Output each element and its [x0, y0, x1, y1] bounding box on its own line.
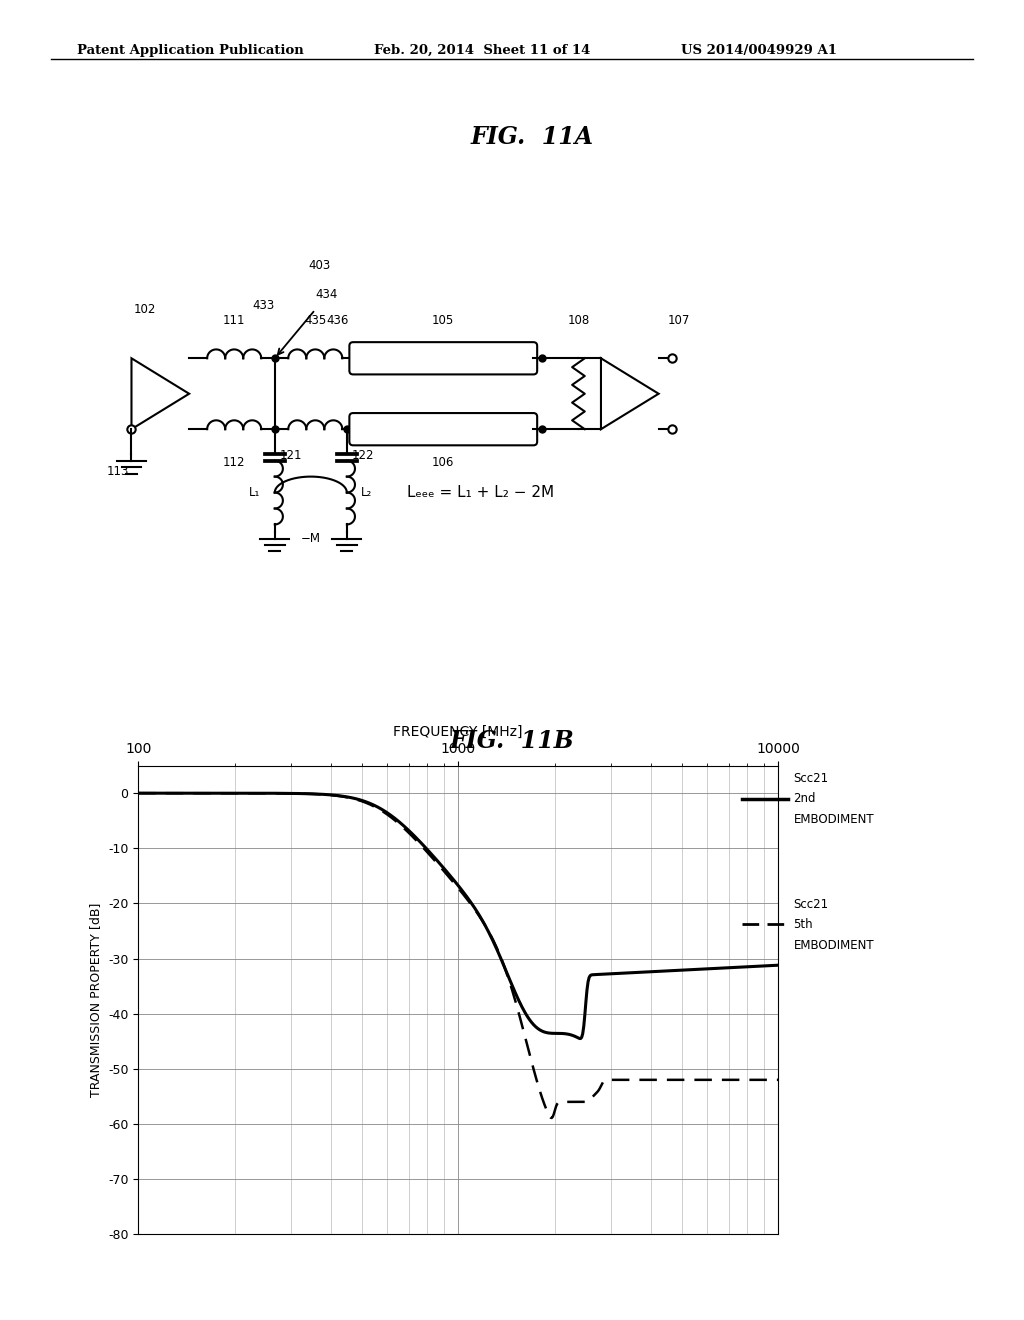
Text: −M: −M	[301, 532, 321, 545]
Text: Feb. 20, 2014  Sheet 11 of 14: Feb. 20, 2014 Sheet 11 of 14	[374, 44, 590, 57]
Text: 106: 106	[432, 457, 455, 469]
FancyBboxPatch shape	[349, 342, 538, 375]
Text: FIG.  11B: FIG. 11B	[450, 729, 574, 752]
Y-axis label: TRANSMISSION PROPERTY [dB]: TRANSMISSION PROPERTY [dB]	[89, 903, 102, 1097]
Text: 434: 434	[315, 288, 337, 301]
Text: 433: 433	[253, 300, 275, 313]
Text: 108: 108	[567, 314, 590, 327]
FancyBboxPatch shape	[349, 413, 538, 445]
Text: 111: 111	[223, 314, 246, 327]
Text: FIG.  11A: FIG. 11A	[471, 124, 594, 149]
Text: 121: 121	[280, 449, 302, 462]
Text: 436: 436	[327, 314, 349, 327]
Text: L₁: L₁	[249, 486, 261, 499]
Text: L₂: L₂	[361, 486, 373, 499]
Text: 2nd: 2nd	[794, 792, 816, 805]
Text: 112: 112	[223, 457, 246, 469]
Text: Scc21: Scc21	[794, 772, 828, 785]
X-axis label: FREQUENCY [MHz]: FREQUENCY [MHz]	[393, 725, 523, 739]
Text: 5th: 5th	[794, 917, 813, 931]
Text: Lₑₑₑ = L₁ + L₂ − 2M: Lₑₑₑ = L₁ + L₂ − 2M	[408, 484, 554, 500]
Text: Patent Application Publication: Patent Application Publication	[77, 44, 303, 57]
Text: 105: 105	[432, 314, 455, 327]
Text: 102: 102	[134, 302, 157, 315]
Text: EMBODIMENT: EMBODIMENT	[794, 939, 874, 952]
Text: 403: 403	[308, 259, 331, 272]
Text: 113: 113	[106, 465, 129, 478]
Text: 122: 122	[352, 449, 375, 462]
Text: EMBODIMENT: EMBODIMENT	[794, 813, 874, 826]
Text: 435: 435	[304, 314, 327, 327]
Text: 107: 107	[668, 314, 689, 327]
Text: Scc21: Scc21	[794, 898, 828, 911]
Text: US 2014/0049929 A1: US 2014/0049929 A1	[681, 44, 837, 57]
